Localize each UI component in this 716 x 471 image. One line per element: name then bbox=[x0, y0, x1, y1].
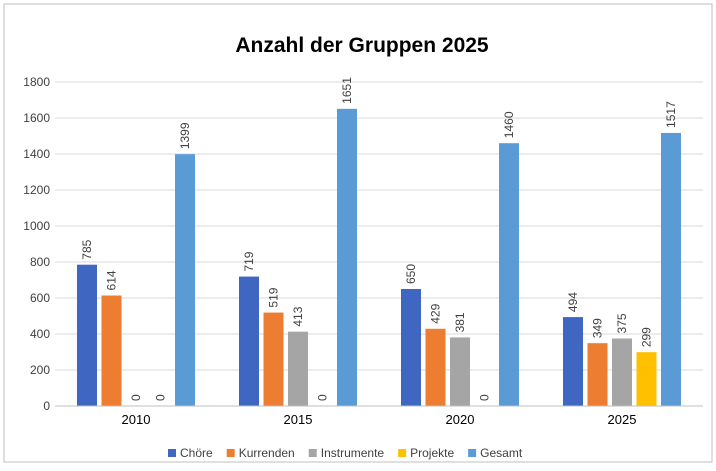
value-label: 0 bbox=[478, 394, 492, 401]
bar bbox=[337, 109, 357, 406]
x-tick-label: 2020 bbox=[446, 412, 475, 427]
legend-swatch bbox=[168, 449, 176, 457]
bar bbox=[450, 337, 470, 406]
y-tick-label: 0 bbox=[43, 399, 50, 413]
bar bbox=[175, 154, 195, 406]
y-tick-label: 1200 bbox=[23, 183, 50, 197]
value-label: 494 bbox=[566, 292, 580, 312]
value-label: 614 bbox=[105, 270, 119, 290]
chart-title: Anzahl der Gruppen 2025 bbox=[235, 34, 489, 57]
value-label: 0 bbox=[316, 394, 330, 401]
y-tick-label: 600 bbox=[30, 291, 50, 305]
value-label: 1399 bbox=[178, 122, 192, 149]
x-tick-label: 2015 bbox=[284, 412, 313, 427]
bar bbox=[661, 133, 681, 406]
y-tick-label: 1000 bbox=[23, 219, 50, 233]
legend-label: Chöre bbox=[180, 446, 213, 460]
value-label: 0 bbox=[129, 394, 143, 401]
legend-label: Kurrenden bbox=[239, 446, 295, 460]
legend-swatch bbox=[398, 449, 406, 457]
value-label: 519 bbox=[267, 287, 281, 307]
y-tick-label: 200 bbox=[30, 363, 50, 377]
legend-label: Gesamt bbox=[480, 446, 523, 460]
y-tick-label: 800 bbox=[30, 255, 50, 269]
bar bbox=[264, 313, 284, 406]
bar bbox=[426, 329, 446, 406]
legend-label: Projekte bbox=[410, 446, 454, 460]
bar bbox=[77, 265, 97, 406]
bar bbox=[239, 277, 259, 406]
legend-label: Instrumente bbox=[321, 446, 385, 460]
bar bbox=[588, 343, 608, 406]
legend-swatch bbox=[227, 449, 235, 457]
value-label: 429 bbox=[429, 303, 443, 323]
x-tick-label: 2010 bbox=[122, 412, 151, 427]
bar bbox=[499, 143, 519, 406]
value-label: 1460 bbox=[502, 111, 516, 138]
y-tick-label: 400 bbox=[30, 327, 50, 341]
bar bbox=[612, 339, 632, 407]
y-tick-label: 1600 bbox=[23, 111, 50, 125]
value-label: 785 bbox=[80, 239, 94, 259]
value-label: 650 bbox=[404, 264, 418, 284]
bar bbox=[563, 317, 583, 406]
value-label: 413 bbox=[291, 306, 305, 326]
bar bbox=[401, 289, 421, 406]
bar bbox=[102, 295, 122, 406]
value-label: 1517 bbox=[664, 101, 678, 128]
legend-swatch bbox=[309, 449, 317, 457]
bar bbox=[288, 332, 308, 406]
y-tick-label: 1400 bbox=[23, 147, 50, 161]
value-label: 0 bbox=[154, 394, 168, 401]
x-tick-label: 2025 bbox=[608, 412, 637, 427]
y-tick-label: 1800 bbox=[23, 75, 50, 89]
value-label: 719 bbox=[242, 251, 256, 271]
value-label: 299 bbox=[640, 327, 654, 347]
value-label: 1651 bbox=[340, 77, 354, 104]
value-label: 375 bbox=[615, 313, 629, 333]
bar bbox=[637, 352, 657, 406]
value-label: 381 bbox=[453, 312, 467, 332]
value-label: 349 bbox=[591, 318, 605, 338]
legend-swatch bbox=[468, 449, 476, 457]
